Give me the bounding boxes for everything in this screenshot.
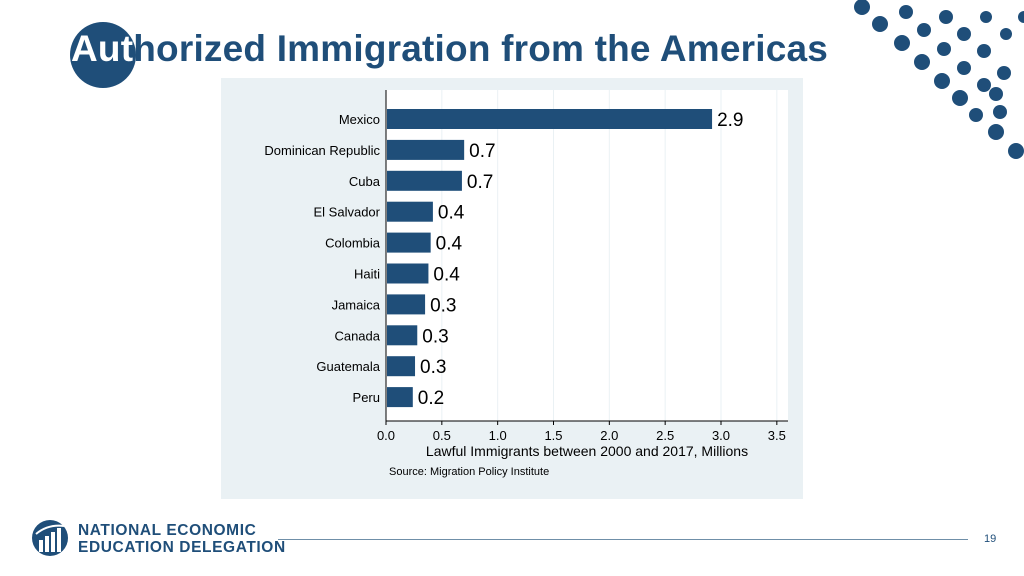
decorative-dot [977, 44, 991, 58]
x-axis-label: Lawful Immigrants between 2000 and 2017,… [426, 443, 748, 459]
footer-divider [278, 539, 968, 540]
slide-title-lead: Aut [71, 28, 134, 69]
bar [387, 109, 713, 129]
decorative-dot [988, 124, 1004, 140]
bar [387, 263, 429, 284]
bar [387, 201, 433, 222]
bar-chart: 0.0 0.5 1.0 1.5 2.0 2.5 3.0 3.5 Mexico 2.9 Dominic… [264, 90, 788, 478]
decorative-dot [917, 23, 931, 37]
x-tick-label: 3.5 [768, 428, 786, 443]
x-tick-label: 2.5 [656, 428, 674, 443]
data-label: 0.7 [467, 172, 493, 193]
x-tick-label: 3.0 [712, 428, 730, 443]
bar [387, 139, 465, 160]
decorative-dot [1000, 28, 1012, 40]
bar [387, 232, 431, 253]
category-label: Peru [353, 390, 380, 405]
chart-panel: 0.0 0.5 1.0 1.5 2.0 2.5 3.0 3.5 Mexico 2.9 Dominic… [221, 78, 803, 499]
data-label: 0.3 [430, 295, 456, 316]
org-name-line1: NATIONAL ECONOMIC [78, 522, 257, 539]
page-number: 19 [984, 533, 997, 545]
category-label: Dominican Republic [264, 143, 380, 158]
bar [387, 356, 416, 377]
decorative-dot [939, 10, 953, 24]
slide-title: Authorized Immigration from the Americas [71, 28, 828, 70]
category-label: Mexico [339, 112, 380, 127]
title-accent-circle [70, 22, 136, 88]
data-label: 0.7 [469, 141, 495, 162]
bar [387, 387, 413, 408]
decorative-dot [899, 5, 913, 19]
decorative-dot-pattern [840, 0, 1024, 170]
decorative-dot [957, 27, 971, 41]
decorative-dot [934, 73, 950, 89]
org-name-line2: EDUCATION DELEGATION [78, 539, 286, 556]
data-label: 0.3 [420, 357, 446, 378]
bar [387, 170, 462, 191]
x-tick-label: 1.5 [544, 428, 562, 443]
decorative-dot [980, 11, 992, 23]
bar [387, 294, 426, 315]
decorative-dot [872, 16, 888, 32]
data-label: 0.4 [436, 234, 463, 255]
data-label: 0.2 [418, 388, 444, 409]
category-label: Canada [334, 328, 380, 343]
decorative-dot [989, 87, 1003, 101]
nned-logo-icon [32, 520, 68, 556]
decorative-dot [937, 42, 951, 56]
category-label: Haiti [354, 267, 380, 282]
decorative-dot [977, 78, 991, 92]
data-label: 2.9 [717, 110, 743, 131]
slide-title-rest: horized Immigration from the Americas [133, 28, 829, 69]
decorative-dot [894, 35, 910, 51]
decorative-dot [1008, 143, 1024, 159]
category-label: Colombia [325, 236, 381, 251]
x-tick-label: 1.0 [489, 428, 507, 443]
data-label: 0.4 [433, 265, 460, 286]
decorative-dot [993, 105, 1007, 119]
data-label: 0.4 [438, 203, 465, 224]
decorative-dot [997, 66, 1011, 80]
decorative-dot [914, 54, 930, 70]
decorative-dot [952, 90, 968, 106]
x-tick-label: 2.0 [600, 428, 618, 443]
x-tick-label: 0.0 [377, 428, 395, 443]
category-label: Guatemala [316, 359, 380, 374]
decorative-dot [969, 108, 983, 122]
data-label: 0.3 [422, 326, 448, 347]
bar [387, 325, 418, 346]
category-label: Cuba [349, 174, 381, 189]
x-tick-label: 0.5 [433, 428, 451, 443]
decorative-dot [854, 0, 870, 15]
source-note: Source: Migration Policy Institute [389, 466, 549, 478]
category-label: El Salvador [314, 205, 381, 220]
decorative-dot [957, 61, 971, 75]
decorative-dot [1018, 11, 1024, 23]
category-label: Jamaica [332, 297, 381, 312]
